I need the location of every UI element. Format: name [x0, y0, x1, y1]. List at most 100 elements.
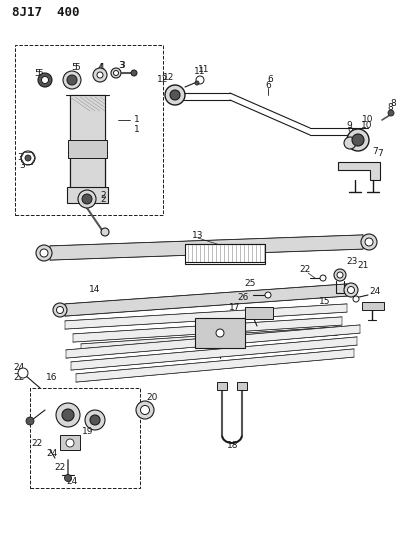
Circle shape	[352, 134, 364, 146]
Circle shape	[334, 269, 346, 281]
Text: 24: 24	[14, 362, 25, 372]
Circle shape	[53, 303, 67, 317]
Circle shape	[40, 249, 48, 257]
Text: 2: 2	[100, 190, 106, 199]
Polygon shape	[338, 162, 380, 180]
Bar	[195, 318, 245, 348]
Circle shape	[141, 406, 150, 415]
Circle shape	[36, 245, 52, 261]
Circle shape	[66, 439, 74, 447]
Bar	[67, 187, 108, 203]
Circle shape	[320, 275, 326, 281]
Text: 9: 9	[347, 126, 353, 135]
Circle shape	[62, 409, 74, 421]
Circle shape	[361, 234, 377, 250]
Bar	[15, 45, 163, 215]
Bar	[185, 244, 265, 264]
Text: 10: 10	[362, 116, 374, 125]
Polygon shape	[66, 325, 360, 358]
Circle shape	[25, 155, 31, 161]
Text: 3: 3	[19, 160, 25, 169]
Text: 20: 20	[146, 393, 158, 402]
Circle shape	[111, 68, 121, 78]
Circle shape	[78, 190, 96, 208]
Text: 24: 24	[66, 478, 78, 487]
Text: 1: 1	[134, 116, 140, 125]
Bar	[30, 388, 140, 488]
Text: 7: 7	[377, 149, 383, 157]
Circle shape	[337, 272, 343, 278]
Circle shape	[265, 292, 271, 298]
Text: 1: 1	[134, 125, 140, 134]
Text: 8J17  400: 8J17 400	[12, 5, 79, 19]
Circle shape	[56, 306, 64, 313]
Circle shape	[388, 110, 394, 116]
Circle shape	[347, 287, 355, 294]
Circle shape	[18, 368, 28, 378]
Circle shape	[90, 415, 100, 425]
Text: 18: 18	[227, 440, 239, 449]
Bar	[362, 302, 384, 310]
Text: 5: 5	[37, 69, 43, 77]
Bar	[245, 307, 273, 319]
Text: 16: 16	[46, 374, 58, 383]
Circle shape	[38, 73, 52, 87]
Polygon shape	[65, 284, 347, 316]
Text: 22: 22	[299, 265, 311, 274]
Circle shape	[97, 72, 103, 78]
Text: 4: 4	[98, 63, 104, 72]
Bar	[237, 382, 247, 390]
Circle shape	[65, 474, 72, 481]
Text: 23: 23	[346, 257, 358, 266]
Circle shape	[216, 329, 224, 337]
Polygon shape	[81, 327, 337, 352]
Circle shape	[56, 403, 80, 427]
Text: 5: 5	[74, 63, 80, 72]
Text: 19: 19	[82, 427, 94, 437]
Text: 21: 21	[357, 261, 369, 270]
Text: 11: 11	[198, 64, 210, 74]
Bar	[68, 140, 107, 158]
Circle shape	[113, 70, 118, 76]
Text: 3: 3	[118, 61, 124, 70]
Circle shape	[26, 417, 34, 425]
Circle shape	[196, 76, 204, 84]
Bar	[70, 95, 105, 195]
Text: 8: 8	[387, 102, 393, 111]
Circle shape	[93, 68, 107, 82]
Text: 25: 25	[244, 279, 256, 288]
Text: 3: 3	[17, 154, 23, 163]
Text: 2: 2	[100, 196, 106, 205]
Text: 3: 3	[119, 61, 125, 69]
Circle shape	[136, 401, 154, 419]
Text: 9: 9	[346, 122, 352, 131]
Text: 14: 14	[89, 286, 101, 295]
Bar	[60, 435, 80, 450]
Text: 17: 17	[229, 303, 241, 311]
Polygon shape	[71, 337, 357, 370]
Circle shape	[165, 85, 185, 105]
Circle shape	[170, 90, 180, 100]
Text: 15: 15	[319, 297, 331, 306]
Text: 13: 13	[192, 230, 204, 239]
Circle shape	[67, 75, 77, 85]
Circle shape	[85, 410, 105, 430]
Circle shape	[353, 296, 359, 302]
Polygon shape	[50, 235, 363, 260]
Text: 5: 5	[71, 63, 77, 72]
Text: 8: 8	[390, 99, 396, 108]
Text: 4: 4	[97, 63, 103, 72]
Text: 6: 6	[265, 80, 271, 90]
Text: 26: 26	[237, 294, 249, 303]
Text: 22: 22	[14, 374, 25, 383]
Circle shape	[131, 70, 137, 76]
Text: 6: 6	[267, 76, 273, 85]
Circle shape	[344, 283, 358, 297]
Bar	[217, 382, 227, 390]
Circle shape	[344, 137, 356, 149]
Circle shape	[195, 81, 199, 85]
Polygon shape	[65, 304, 347, 329]
Text: 24: 24	[369, 287, 381, 296]
Text: 12: 12	[157, 75, 169, 84]
Text: 22: 22	[54, 464, 66, 472]
